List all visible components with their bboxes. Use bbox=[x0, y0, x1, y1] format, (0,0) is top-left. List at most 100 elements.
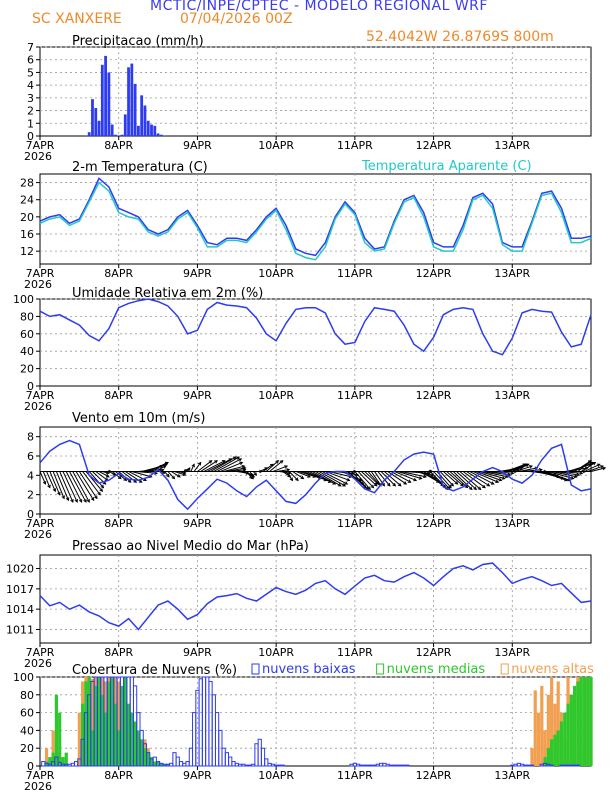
x-tick-label: 13APR bbox=[494, 769, 530, 782]
wind-vector bbox=[400, 470, 427, 478]
wind-arrowhead bbox=[418, 476, 423, 480]
y-tick-label: 7 bbox=[27, 41, 34, 54]
cloud-bar-nuvens-medias bbox=[582, 677, 587, 766]
x-tick-label: 7APR bbox=[26, 389, 55, 402]
y-tick-label: 1017 bbox=[6, 583, 34, 596]
wind-vector bbox=[88, 471, 104, 488]
wind-vector bbox=[226, 467, 246, 472]
wind-vector bbox=[207, 458, 232, 472]
cloud-bar-nuvens-baixas bbox=[270, 763, 275, 767]
wind-vector bbox=[551, 470, 578, 478]
wind-vector bbox=[98, 471, 110, 478]
wind-arrowhead bbox=[191, 463, 195, 468]
wind-vector bbox=[65, 471, 83, 503]
wind-arrowhead bbox=[100, 484, 105, 489]
cloud-bar-nuvens-baixas bbox=[205, 676, 210, 767]
y-tick-label: 4 bbox=[27, 79, 34, 92]
x-tick-label: 11APR bbox=[337, 139, 373, 152]
wind-arrowhead bbox=[83, 499, 87, 503]
cloud-bar-nuvens-baixas bbox=[388, 764, 394, 767]
wind-vector bbox=[46, 471, 56, 492]
wind-arrowhead bbox=[413, 477, 418, 482]
y-tick-label: 12 bbox=[20, 245, 34, 258]
precip-bar bbox=[120, 134, 124, 136]
cloud-bar-nuvens-medias bbox=[566, 703, 570, 766]
y-tick-label: 100 bbox=[13, 671, 34, 684]
series-line-velocidade bbox=[39, 439, 592, 511]
wind-arrowhead bbox=[108, 469, 113, 474]
wind-arrowhead bbox=[482, 484, 486, 489]
wind-arrowhead bbox=[253, 472, 258, 476]
cloud-bar-nuvens-altas bbox=[533, 690, 537, 766]
wind-arrowhead bbox=[495, 479, 500, 484]
wind-vector bbox=[276, 469, 290, 472]
cloud-bar-nuvens-baixas bbox=[241, 763, 246, 767]
cloud-bar-nuvens-altas bbox=[44, 748, 49, 766]
cloud-bar-nuvens-baixas bbox=[575, 764, 580, 767]
cloud-bar-nuvens-baixas bbox=[182, 762, 187, 767]
wind-arrowhead bbox=[337, 483, 342, 487]
precip-bar bbox=[117, 135, 121, 136]
precip-bar bbox=[87, 132, 91, 136]
wind-arrowhead bbox=[165, 462, 169, 466]
wind-vector bbox=[288, 471, 299, 481]
wind-arrowhead bbox=[353, 469, 358, 474]
cloud-bar-nuvens-baixas bbox=[231, 761, 236, 767]
cloud-bar-nuvens-baixas bbox=[228, 756, 233, 767]
year-label: 2026 bbox=[24, 657, 52, 670]
cloud-bar-nuvens-baixas bbox=[559, 764, 564, 767]
cloud-bar-nuvens-baixas bbox=[510, 764, 515, 767]
wind-arrowhead bbox=[208, 460, 213, 464]
panel-title-5: Cobertura de Nuvens (%) bbox=[72, 663, 237, 678]
cloud-bar-nuvens-baixas bbox=[405, 764, 410, 767]
y-tick-label: 3 bbox=[27, 92, 34, 105]
x-tick-label: 8APR bbox=[104, 389, 133, 402]
header: MCTIC/INPE/CPTEC - MODELO REGIONAL WRF S… bbox=[0, 0, 612, 44]
wind-arrowhead bbox=[584, 466, 589, 471]
wind-vector bbox=[108, 471, 116, 476]
wind-vector bbox=[200, 460, 218, 472]
x-tick-label: 11APR bbox=[337, 769, 373, 782]
wind-vector bbox=[62, 471, 78, 503]
precip-bar bbox=[140, 95, 144, 136]
location-label: SC XANXERE bbox=[32, 11, 122, 27]
wind-arrowhead bbox=[592, 461, 597, 466]
cloud-bar-nuvens-medias bbox=[586, 677, 590, 766]
precip-bar bbox=[123, 114, 127, 136]
cloud-bar-nuvens-medias bbox=[110, 677, 114, 766]
wind-vector bbox=[259, 467, 268, 472]
x-tick-label: 13APR bbox=[494, 389, 530, 402]
wind-arrowhead bbox=[65, 497, 70, 502]
wind-vector bbox=[285, 471, 293, 481]
wind-vector bbox=[59, 471, 74, 503]
wind-arrowhead bbox=[99, 488, 104, 492]
precip-bar bbox=[107, 72, 111, 136]
wind-vector bbox=[174, 470, 186, 476]
y-tick-label: 40 bbox=[20, 345, 34, 358]
wind-vector bbox=[197, 460, 213, 472]
cloud-bar-nuvens-baixas bbox=[211, 694, 216, 767]
wind-vector bbox=[315, 471, 342, 487]
x-tick-label: 12APR bbox=[416, 139, 452, 152]
y-tick-label: 0 bbox=[27, 380, 34, 393]
run-date-label: 07/04/2026 00Z bbox=[180, 11, 293, 27]
wind-vector bbox=[587, 465, 604, 472]
precip-bar bbox=[100, 64, 104, 136]
coordinates-label: 52.4042W 26.8769S 800m bbox=[366, 29, 554, 45]
cloud-bar-nuvens-medias bbox=[100, 694, 104, 766]
x-tick-label: 12APR bbox=[416, 769, 452, 782]
wind-arrowhead bbox=[61, 495, 65, 500]
wind-arrowhead bbox=[397, 482, 402, 487]
wind-vector bbox=[308, 471, 332, 483]
wind-vector bbox=[554, 470, 580, 476]
year-label: 2026 bbox=[24, 528, 52, 541]
cloud-bar-nuvens-baixas bbox=[565, 764, 571, 767]
wind-arrowhead bbox=[300, 475, 305, 480]
wind-vector bbox=[311, 471, 336, 485]
cloud-bar-nuvens-baixas bbox=[175, 756, 180, 767]
cloud-bar-nuvens-baixas bbox=[41, 761, 46, 767]
x-tick-label: 11APR bbox=[337, 646, 373, 659]
wind-arrowhead bbox=[367, 486, 371, 491]
cloud-bar-nuvens-medias bbox=[87, 677, 91, 766]
cloud-bar-nuvens-baixas bbox=[523, 764, 528, 767]
